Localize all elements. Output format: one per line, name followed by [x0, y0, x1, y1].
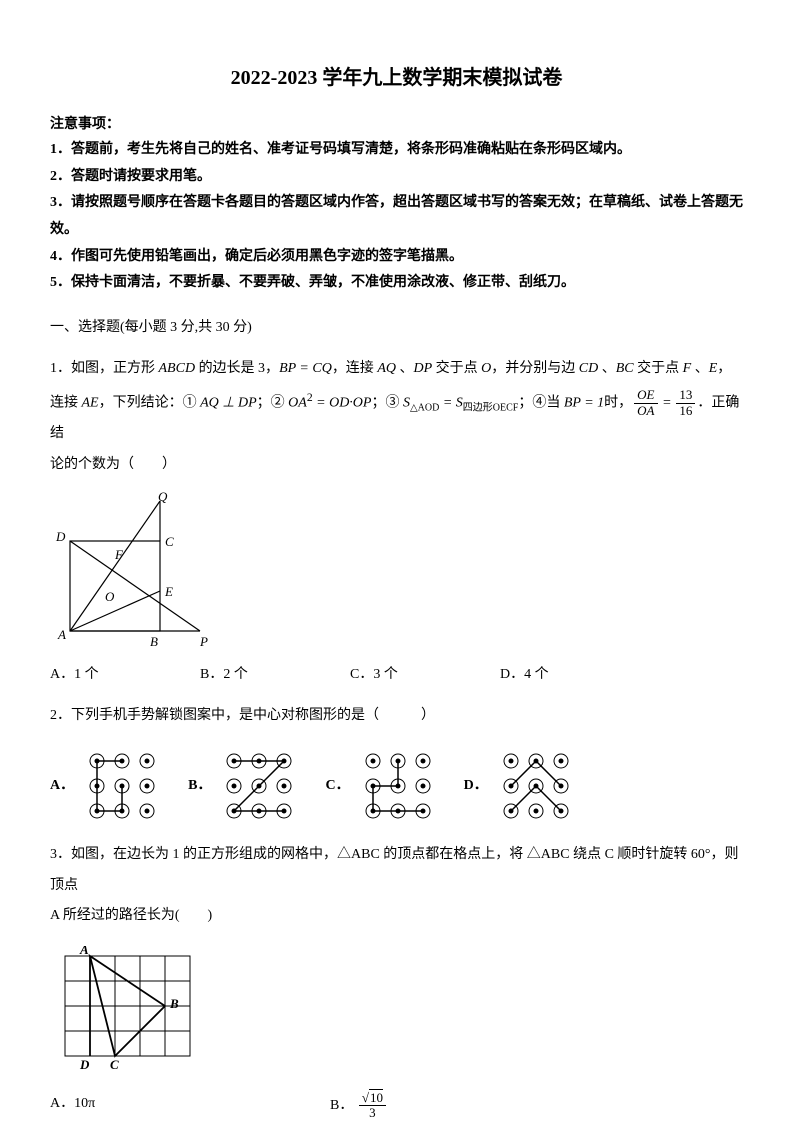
q1-conc3b: = S	[439, 395, 462, 410]
q1-l2a: 连接	[50, 395, 82, 410]
q2-opt-a: A．	[50, 746, 162, 826]
q1-fracEq: =	[660, 395, 675, 410]
figure-q1: A B C D E F O P Q	[50, 491, 743, 656]
q1-abcd: ABCD	[159, 361, 196, 376]
note-1: 1．答题前，考生先将自己的姓名、准考证号码填写清楚，将条形码准确粘贴在条形码区域…	[50, 137, 743, 164]
q1-aq: AQ	[377, 361, 396, 376]
q2-opt-c: C．	[325, 746, 437, 826]
q3-opt-b: B． √10 3	[330, 1091, 388, 1121]
q1-frac2: 1316	[676, 388, 695, 418]
q1-frac2-den: 16	[676, 404, 695, 418]
q1-l2b: ，下列结论：①	[99, 395, 201, 410]
q1-label-d: D	[55, 529, 66, 544]
q1-label-b: B	[150, 634, 158, 649]
q3-label-d: D	[79, 1057, 90, 1071]
note-2: 2．答题时请按要求用笔。	[50, 164, 743, 191]
q1-conc4a: BP = 1	[564, 395, 604, 410]
q1-conc2b: = OD·OP	[313, 395, 372, 410]
q1-conc3a: S	[403, 395, 410, 410]
q1-conc4b: 时，	[604, 395, 632, 410]
q2-pattern-d-icon	[496, 746, 576, 826]
q3-optb-label: B．	[330, 1098, 353, 1113]
question-1: 1．如图，正方形 ABCD 的边长是 3，BP = CQ，连接 AQ 、DP 交…	[50, 354, 743, 481]
q1-e: E	[709, 361, 718, 376]
note-5: 5．保持卡面清洁，不要折暴、不要弄破、弄皱，不准使用涂改液、修正带、刮纸刀。	[50, 270, 743, 297]
q1-dp: DP	[413, 361, 432, 376]
q1-p9: 、	[691, 361, 709, 376]
figure-q3: A B C D	[50, 946, 743, 1071]
note-3: 3．请按照题号顺序在答题卡各题目的答题区域内作答，超出答题区域书写的答案无效；在…	[50, 190, 743, 243]
q1-text: 1．如图，正方形	[50, 361, 159, 376]
q1-line3: 论的个数为（ ）	[50, 457, 176, 472]
q1-conc2a: OA	[288, 395, 307, 410]
figure-q2: A． B． C． D．	[50, 746, 743, 826]
q3-text2: A 所经过的路径长为( )	[50, 901, 743, 932]
q1-conc1: AQ ⊥ DP	[200, 395, 257, 410]
q1-p10: ，	[717, 361, 731, 376]
q3-text1: 3．如图，在边长为 1 的正方形组成的网格中，△ABC 的顶点都在格点上，将 △…	[50, 840, 743, 902]
q2-label-c: C．	[325, 773, 349, 798]
q2-opt-d: D．	[464, 746, 576, 826]
q1-frac1: OEOA	[634, 388, 657, 418]
q2-label-a: A．	[50, 773, 74, 798]
q1-label-f: F	[114, 547, 124, 562]
q1-l2d: ；③	[371, 395, 403, 410]
q1-diagram-icon: A B C D E F O P Q	[50, 491, 220, 656]
q1-label-e: E	[164, 584, 173, 599]
q1-conc3sub1: △AOD	[410, 402, 439, 413]
note-4: 4．作图可先使用铅笔画出，确定后必须用黑色字迹的签字笔描黑。	[50, 244, 743, 271]
q1-opt-b: B．2 个	[200, 662, 350, 687]
q3-optb-num: √10	[359, 1091, 386, 1106]
notes-header: 注意事项：	[50, 112, 743, 137]
question-3: 3．如图，在边长为 1 的正方形组成的网格中，△ABC 的顶点都在格点上，将 △…	[50, 840, 743, 932]
q1-label-c: C	[165, 534, 174, 549]
q1-p4: 、	[396, 361, 414, 376]
q1-p8: 交于点	[634, 361, 683, 376]
q2-opt-b: B．	[188, 746, 299, 826]
q1-p6: ，并分别与边	[491, 361, 579, 376]
q3-opt-a: A．10π	[50, 1091, 330, 1121]
q1-l2e: ；④当	[518, 395, 564, 410]
section-header: 一、选择题(每小题 3 分,共 30 分)	[50, 315, 743, 340]
q3-optb-den: 3	[359, 1106, 386, 1120]
q1-eq1: BP = CQ	[279, 361, 332, 376]
q1-label-a: A	[57, 627, 66, 642]
q1-opt-d: D．4 个	[500, 662, 650, 687]
q1-opt-a: A．1 个	[50, 662, 200, 687]
q1-cd: CD	[579, 361, 598, 376]
q3-options: A．10π B． √10 3	[50, 1091, 743, 1121]
q2-pattern-a-icon	[82, 746, 162, 826]
q1-o: O	[481, 361, 491, 376]
q3-label-a: A	[79, 946, 89, 957]
q1-label-p: P	[199, 634, 208, 649]
q1-label-o: O	[105, 589, 115, 604]
q1-conc3sub2: 四边形OECF	[463, 402, 519, 413]
q1-p2: 的边长是 3，	[195, 361, 279, 376]
q1-ae: AE	[82, 395, 99, 410]
q1-frac-num: OE	[634, 388, 657, 403]
q3-diagram-icon: A B C D	[50, 946, 200, 1071]
q1-opt-c: C．3 个	[350, 662, 500, 687]
q1-p5: 交于点	[432, 361, 481, 376]
q1-p3: ，连接	[332, 361, 378, 376]
q1-bc: BC	[616, 361, 634, 376]
q2-label-b: B．	[188, 773, 211, 798]
q1-frac-den: OA	[634, 404, 657, 418]
q2-label-d: D．	[464, 773, 488, 798]
q1-label-q: Q	[158, 491, 168, 504]
q3-optb-frac: √10 3	[359, 1091, 386, 1121]
q1-f: F	[683, 361, 692, 376]
question-2: 2．下列手机手势解锁图案中，是中心对称图形的是（ ）	[50, 701, 743, 732]
q1-p7: 、	[598, 361, 616, 376]
q2-pattern-c-icon	[358, 746, 438, 826]
q1-l2c: ；②	[257, 395, 289, 410]
q3-label-b: B	[169, 996, 179, 1011]
q1-frac2-num: 13	[676, 388, 695, 403]
q3-label-c: C	[110, 1057, 119, 1071]
q3-sqrt-content: 10	[369, 1089, 383, 1105]
page-title: 2022-2023 学年九上数学期末模拟试卷	[50, 60, 743, 96]
q2-pattern-b-icon	[219, 746, 299, 826]
q1-options: A．1 个 B．2 个 C．3 个 D．4 个	[50, 662, 743, 687]
